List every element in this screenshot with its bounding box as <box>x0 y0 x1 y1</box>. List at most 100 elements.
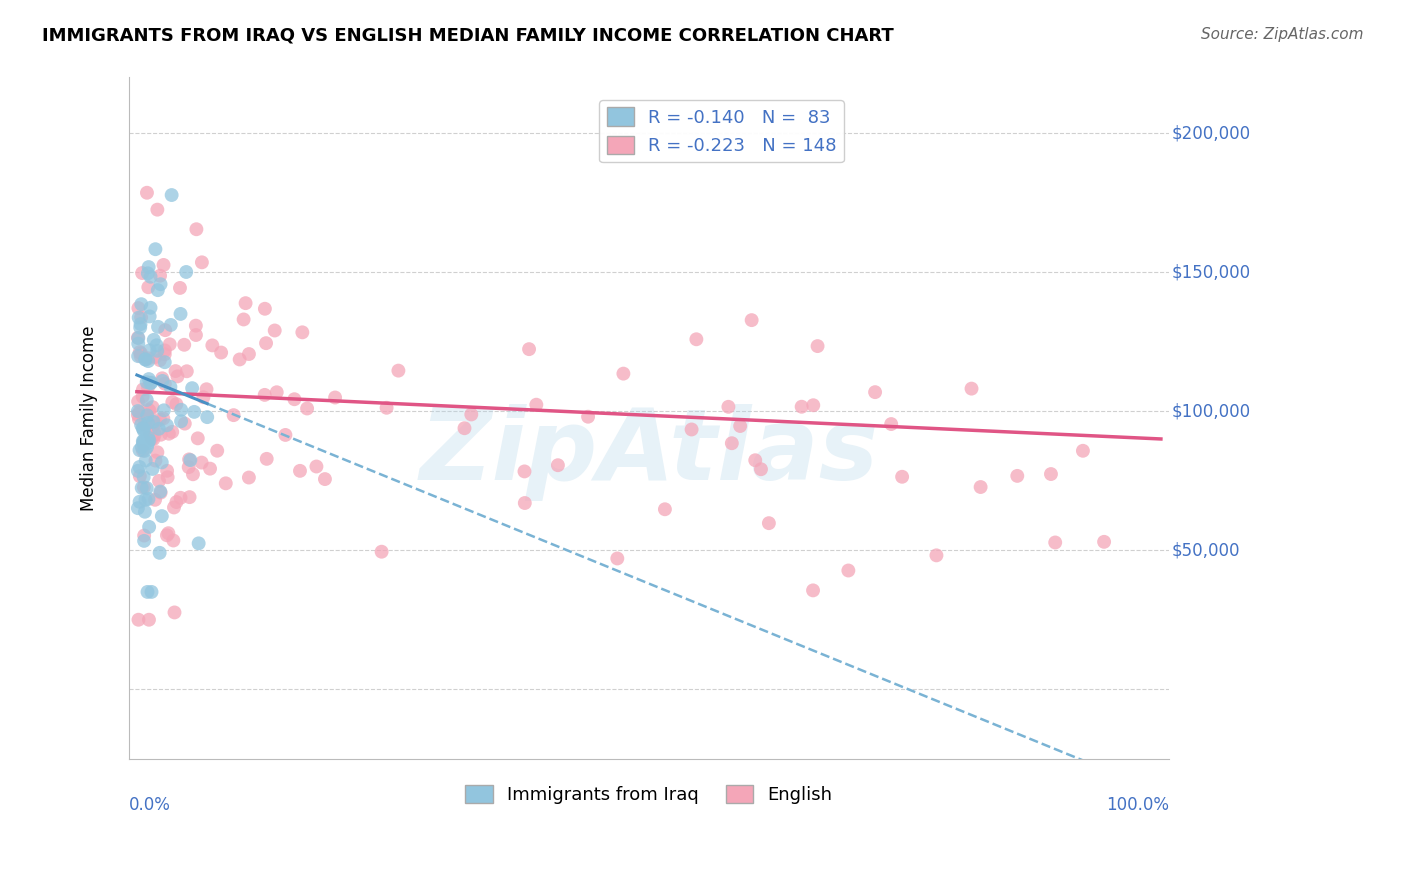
Immigrants from Iraq <box>127 336 149 351</box>
Immigrants from Iraq <box>145 242 167 256</box>
English <box>254 336 277 351</box>
Immigrants from Iraq <box>139 376 162 390</box>
English <box>717 400 740 414</box>
English <box>749 462 772 476</box>
English <box>612 367 634 381</box>
English <box>576 409 599 424</box>
Immigrants from Iraq <box>134 352 156 367</box>
Immigrants from Iraq <box>195 410 218 425</box>
Immigrants from Iraq <box>136 436 159 450</box>
English <box>142 400 165 414</box>
Immigrants from Iraq <box>138 434 160 448</box>
English <box>127 613 149 627</box>
Immigrants from Iraq <box>170 414 193 428</box>
English <box>156 464 179 478</box>
English <box>153 376 176 391</box>
English <box>1092 534 1115 549</box>
English <box>295 401 318 416</box>
English <box>149 353 172 368</box>
English <box>136 186 159 200</box>
Immigrants from Iraq <box>136 416 159 430</box>
English <box>547 458 569 473</box>
English <box>148 474 170 488</box>
English <box>138 404 160 418</box>
Immigrants from Iraq <box>135 453 157 467</box>
English <box>238 470 260 484</box>
English <box>127 301 149 315</box>
Immigrants from Iraq <box>139 301 162 315</box>
Immigrants from Iraq <box>159 318 181 332</box>
English <box>127 331 149 345</box>
English <box>128 345 150 359</box>
Immigrants from Iraq <box>128 460 150 475</box>
Immigrants from Iraq <box>146 283 169 297</box>
Immigrants from Iraq <box>170 402 193 417</box>
English <box>654 502 676 516</box>
English <box>156 528 179 542</box>
Immigrants from Iraq <box>183 405 205 419</box>
English <box>159 337 181 351</box>
English <box>263 323 285 337</box>
Immigrants from Iraq <box>181 381 204 395</box>
English <box>146 202 169 217</box>
English <box>138 613 160 627</box>
Text: Source: ZipAtlas.com: Source: ZipAtlas.com <box>1201 27 1364 42</box>
English <box>314 472 336 486</box>
English <box>880 417 903 431</box>
English <box>149 268 172 283</box>
English <box>162 533 184 548</box>
Immigrants from Iraq <box>131 421 153 435</box>
English <box>681 422 703 436</box>
English <box>198 461 221 475</box>
English <box>1071 443 1094 458</box>
English <box>128 469 150 483</box>
English <box>806 339 828 353</box>
Immigrants from Iraq <box>132 422 155 436</box>
English <box>201 338 224 352</box>
English <box>721 436 744 450</box>
English <box>235 296 257 310</box>
English <box>132 480 155 494</box>
English <box>375 401 398 415</box>
Immigrants from Iraq <box>149 546 172 560</box>
English <box>129 346 152 360</box>
English <box>513 496 536 510</box>
Immigrants from Iraq <box>134 443 156 458</box>
Immigrants from Iraq <box>160 188 183 202</box>
Immigrants from Iraq <box>150 455 173 469</box>
English <box>195 382 218 396</box>
Immigrants from Iraq <box>149 484 172 499</box>
English <box>891 469 914 483</box>
Immigrants from Iraq <box>153 355 176 369</box>
Immigrants from Iraq <box>132 434 155 449</box>
English <box>606 551 628 566</box>
English <box>145 350 167 364</box>
Immigrants from Iraq <box>132 434 155 448</box>
English <box>517 342 540 356</box>
English <box>232 312 254 326</box>
Immigrants from Iraq <box>141 462 163 476</box>
English <box>790 400 813 414</box>
English <box>149 427 172 442</box>
Text: 100.0%: 100.0% <box>1107 797 1170 814</box>
Legend: Immigrants from Iraq, English: Immigrants from Iraq, English <box>458 777 839 811</box>
English <box>969 480 991 494</box>
English <box>744 453 766 467</box>
English <box>173 417 195 431</box>
English <box>837 564 859 578</box>
English <box>685 332 707 346</box>
Immigrants from Iraq <box>169 307 191 321</box>
English <box>186 222 208 236</box>
Immigrants from Iraq <box>132 470 155 484</box>
English <box>169 281 191 295</box>
Immigrants from Iraq <box>129 317 152 331</box>
English <box>142 419 165 434</box>
English <box>863 385 886 400</box>
English <box>138 351 160 366</box>
English <box>127 394 149 409</box>
English <box>157 426 180 441</box>
Immigrants from Iraq <box>150 509 173 524</box>
English <box>134 417 156 432</box>
English <box>132 383 155 397</box>
Immigrants from Iraq <box>127 331 149 345</box>
